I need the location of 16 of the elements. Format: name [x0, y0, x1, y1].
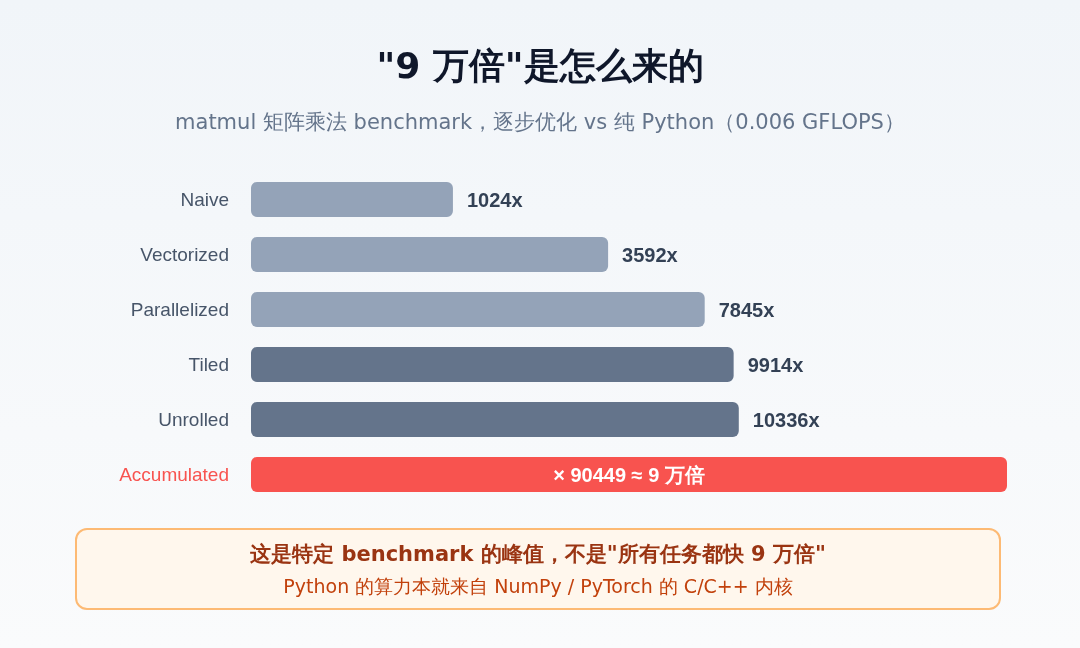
data-label: 3592x	[622, 243, 678, 266]
y-tick-label: Vectorized	[140, 244, 229, 265]
y-tick-label: Tiled	[188, 354, 229, 375]
y-tick-label: Unrolled	[158, 409, 229, 430]
data-label: 9914x	[747, 353, 804, 376]
data-label: × 90449 ≈ 9 万倍	[553, 463, 705, 486]
data-label: 1024x	[466, 188, 523, 211]
data-label: 7845x	[718, 298, 775, 321]
text: Python 的算力本就来自 NumPy / PyTorch 的 C/C++ 内核	[282, 574, 794, 599]
chart-subtitle: matmul 矩阵乘法 benchmark，逐步优化 vs 纯 Python（0.006 GFLOPS）	[174, 109, 906, 136]
data-label: 10336x	[752, 408, 820, 431]
y-tick-label: Parallelized	[130, 299, 229, 320]
y-tick-label: Accumulated	[119, 464, 229, 485]
y-tick-label: Naive	[180, 189, 229, 210]
chart-title: "9 万倍"是怎么来的	[375, 44, 705, 88]
text: 这是特定 benchmark 的峰值，不是"所有任务都快 9 万倍"	[249, 541, 827, 568]
